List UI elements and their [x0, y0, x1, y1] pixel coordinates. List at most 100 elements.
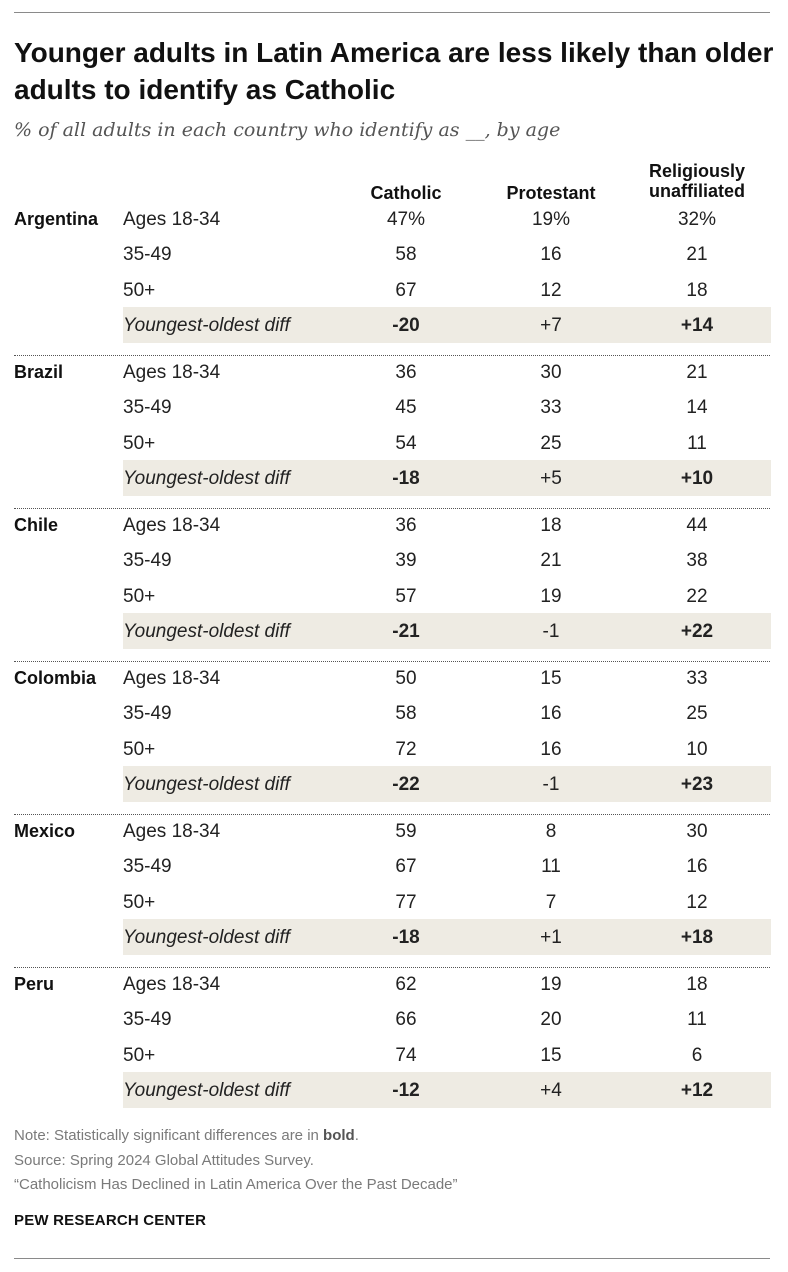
cell-catholic: -20 — [392, 314, 420, 336]
cell-catholic: -21 — [392, 620, 420, 642]
cell-unaffiliated: +22 — [680, 620, 714, 642]
cell-unaffiliated: 11 — [687, 1009, 707, 1031]
cell-unaffiliated: 21 — [686, 244, 708, 266]
cell-catholic: 47% — [386, 209, 426, 230]
table-row: 50+ 72 16 10 — [0, 732, 788, 767]
chart-subtitle: % of all adults in each country who iden… — [14, 119, 561, 141]
cell-protestant: +1 — [540, 926, 562, 948]
diff-row: Youngest-oldest diff -18 +5 +10 — [0, 461, 788, 496]
row-label: Ages 18-34 — [123, 362, 221, 383]
row-label: 35-49 — [123, 550, 172, 572]
table-row: 35-49 66 20 11 — [0, 1002, 788, 1037]
cell-protestant: 25 — [540, 432, 562, 454]
cell-catholic: 57 — [395, 585, 417, 607]
country-label-peru: Peru — [14, 974, 55, 994]
cell-protestant: 19% — [531, 209, 571, 230]
cell-unaffiliated: 10 — [686, 738, 708, 760]
cell-unaffiliated: 25 — [686, 703, 708, 725]
report-title-note: “Catholicism Has Declined in Latin Ameri… — [14, 1176, 458, 1193]
row-label: Youngest-oldest diff — [123, 926, 290, 948]
table-row: 50+ 74 15 6 — [0, 1038, 788, 1073]
cell-protestant: 16 — [540, 703, 562, 725]
column-header-unaffiliated-line2: unaffiliated — [648, 181, 745, 201]
cell-protestant: 16 — [540, 738, 562, 760]
table-row: Ages 18-34 50 15 33 — [0, 661, 788, 696]
cell-protestant: 8 — [545, 821, 557, 842]
cell-catholic: 72 — [395, 738, 417, 760]
cell-unaffiliated: 21 — [686, 362, 708, 383]
cell-catholic: -12 — [392, 1079, 420, 1101]
cell-catholic: 36 — [395, 362, 417, 383]
chart-title: Younger adults in Latin America are less… — [14, 37, 774, 105]
cell-protestant: 12 — [540, 279, 562, 301]
cell-unaffiliated: +14 — [680, 314, 714, 336]
cell-protestant: +4 — [540, 1079, 562, 1101]
cell-catholic: 67 — [395, 279, 417, 301]
cell-unaffiliated: 12 — [686, 891, 708, 913]
row-label: 35-49 — [123, 244, 172, 266]
diff-row-background — [123, 919, 771, 956]
cell-protestant: 19 — [540, 974, 562, 995]
cell-catholic: 39 — [395, 550, 417, 572]
row-label: 50+ — [123, 738, 156, 760]
diff-row-background — [123, 460, 771, 497]
table-row: 35-49 58 16 21 — [0, 237, 788, 272]
cell-protestant: -1 — [542, 620, 560, 642]
cell-catholic: 50 — [395, 668, 417, 689]
row-label: 35-49 — [123, 856, 172, 878]
cell-catholic: 74 — [395, 1044, 417, 1066]
cell-protestant: -1 — [542, 773, 560, 795]
table-row: Ages 18-34 36 18 44 — [0, 508, 788, 543]
cell-protestant: 19 — [540, 585, 562, 607]
cell-catholic: 36 — [395, 515, 417, 536]
cell-protestant: 7 — [545, 891, 557, 913]
cell-protestant: 16 — [540, 244, 562, 266]
country-label-mexico: Mexico — [14, 821, 76, 841]
brand-label: PEW RESEARCH CENTER — [14, 1212, 207, 1229]
table-row: 35-49 67 11 16 — [0, 849, 788, 884]
row-label: 50+ — [123, 585, 156, 607]
row-label: 35-49 — [123, 1009, 172, 1031]
cell-catholic: 58 — [395, 703, 417, 725]
country-label-colombia: Colombia — [14, 668, 97, 688]
cell-catholic: 58 — [395, 244, 417, 266]
cell-unaffiliated: 22 — [686, 585, 708, 607]
cell-catholic: 45 — [395, 397, 417, 419]
cell-unaffiliated: 38 — [686, 550, 708, 572]
cell-unaffiliated: 11 — [687, 432, 707, 454]
cell-protestant: 21 — [540, 550, 562, 572]
diff-row-background — [123, 613, 771, 650]
row-label: 35-49 — [123, 397, 172, 419]
cell-unaffiliated: 44 — [686, 515, 708, 536]
row-label: Youngest-oldest diff — [123, 314, 290, 336]
cell-catholic: 54 — [395, 432, 417, 454]
row-label: 50+ — [123, 1044, 156, 1066]
column-header-protestant: Protestant — [506, 183, 596, 203]
table-row: 35-49 45 33 14 — [0, 390, 788, 425]
country-label-chile: Chile — [14, 515, 59, 535]
row-label: 50+ — [123, 432, 156, 454]
cell-catholic: 66 — [395, 1009, 417, 1031]
row-label: Youngest-oldest diff — [123, 1079, 290, 1101]
cell-unaffiliated: 18 — [686, 974, 708, 995]
cell-catholic: 59 — [395, 821, 417, 842]
table-row: 50+ 77 7 12 — [0, 885, 788, 920]
diff-row: Youngest-oldest diff -20 +7 +14 — [0, 308, 788, 343]
cell-unaffiliated: 32% — [677, 209, 717, 230]
cell-protestant: 15 — [540, 1044, 562, 1066]
cell-unaffiliated: 18 — [686, 279, 708, 301]
table-row: Ages 18-34 36 30 21 — [0, 355, 788, 390]
table-row: 35-49 39 21 38 — [0, 543, 788, 578]
cell-protestant: +5 — [540, 467, 562, 489]
diff-row-background — [123, 307, 771, 344]
diff-row: Youngest-oldest diff -12 +4 +12 — [0, 1073, 788, 1108]
cell-unaffiliated: +23 — [680, 773, 714, 795]
country-label-brazil: Brazil — [14, 362, 64, 382]
table-row: 50+ 67 12 18 — [0, 273, 788, 308]
row-label: Youngest-oldest diff — [123, 467, 290, 489]
cell-unaffiliated: +12 — [680, 1079, 714, 1101]
table-row: Ages 18-34 62 19 18 — [0, 967, 788, 1002]
group-separator — [14, 966, 770, 968]
cell-catholic: 67 — [395, 856, 417, 878]
cell-catholic: 62 — [395, 974, 417, 995]
